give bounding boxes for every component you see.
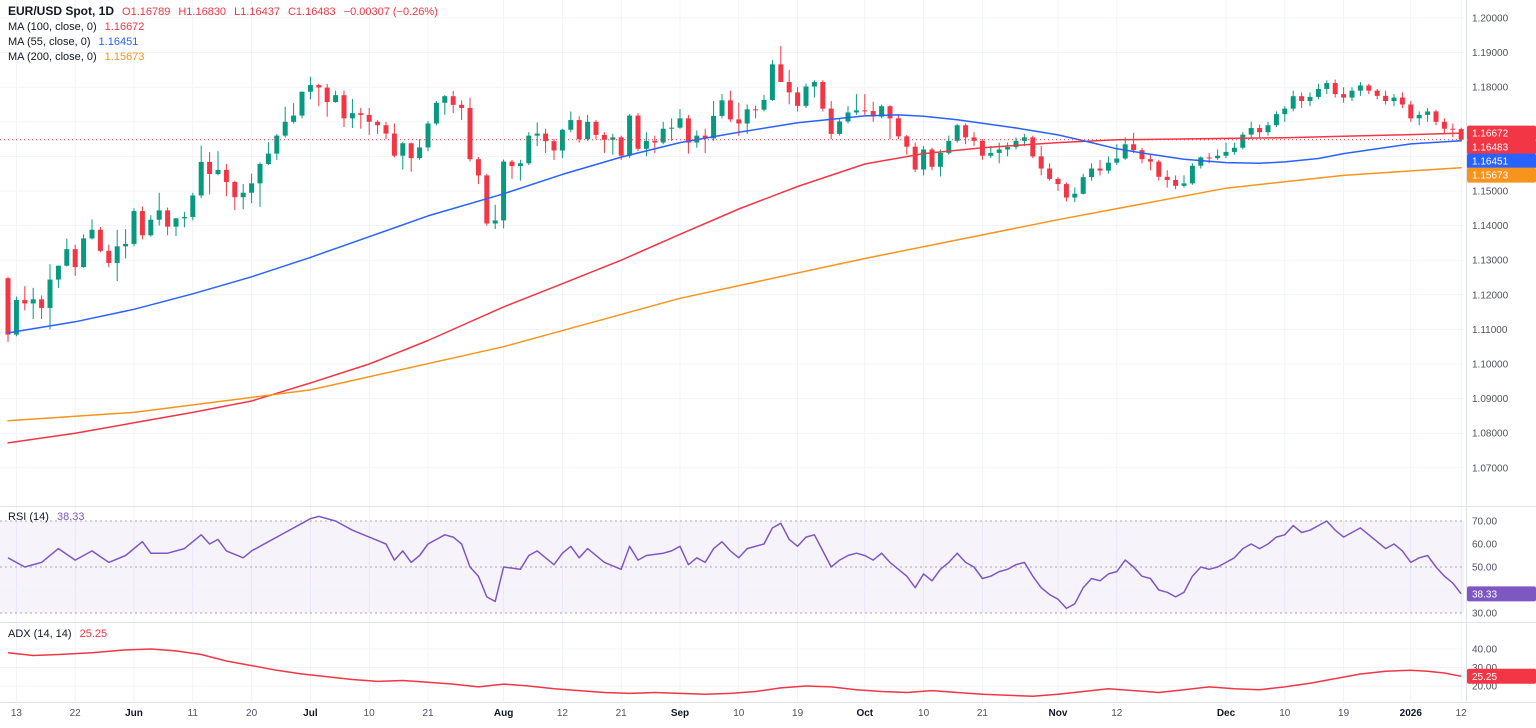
symbol-legend-row[interactable]: EUR/USD Spot, 1D O1.16789 H1.16830 L1.16… <box>8 4 438 20</box>
ma-100-value: 1.16672 <box>104 21 145 33</box>
ma-200-value: 1.15673 <box>104 51 145 63</box>
svg-text:11: 11 <box>188 708 199 719</box>
svg-text:10: 10 <box>918 708 930 719</box>
svg-text:20.00: 20.00 <box>1472 682 1497 693</box>
svg-text:1.19000: 1.19000 <box>1472 48 1509 59</box>
ma-100-legend-row[interactable]: MA (100, close, 0) 1.16672 <box>8 20 438 35</box>
ma-200-legend-row: MA (200, close, 0) 1.15673 <box>8 50 438 65</box>
svg-text:21: 21 <box>616 708 628 719</box>
ohlc-open: O1.16789 <box>122 6 171 18</box>
svg-text:Dec: Dec <box>1217 708 1236 719</box>
svg-text:1.16483: 1.16483 <box>1472 143 1509 154</box>
ma-200-label: MA (200, close, 0) <box>8 51 97 63</box>
svg-text:1.10000: 1.10000 <box>1472 360 1509 371</box>
svg-text:1.14000: 1.14000 <box>1472 221 1509 232</box>
svg-text:1.08000: 1.08000 <box>1472 429 1509 440</box>
svg-text:70.00: 70.00 <box>1472 517 1497 528</box>
svg-text:Aug: Aug <box>494 708 513 719</box>
svg-text:38.33: 38.33 <box>1472 589 1497 600</box>
svg-text:12: 12 <box>1111 708 1123 719</box>
ma-55-value: 1.16451 <box>98 36 139 48</box>
svg-text:13: 13 <box>11 708 23 719</box>
svg-text:Oct: Oct <box>856 708 873 719</box>
rsi-legend[interactable]: RSI (14) 38.33 <box>8 510 85 525</box>
candles-layer[interactable] <box>5 46 1464 342</box>
ma-55-label: MA (55, close, 0) <box>8 36 91 48</box>
svg-text:1.11000: 1.11000 <box>1472 325 1508 336</box>
svg-text:1.16672: 1.16672 <box>1472 129 1509 140</box>
svg-text:1.20000: 1.20000 <box>1472 14 1509 25</box>
adx-legend[interactable]: ADX (14, 14) 25.25 <box>8 627 107 642</box>
svg-text:30.00: 30.00 <box>1472 609 1497 620</box>
svg-text:Jul: Jul <box>303 708 318 719</box>
adx-legend-row[interactable]: ADX (14, 14) 25.25 <box>8 627 107 642</box>
svg-text:10: 10 <box>733 708 745 719</box>
svg-text:1.15000: 1.15000 <box>1472 187 1509 198</box>
price-axis[interactable]: 1.20000 1.19000 1.18000 1.15000 1.14000 1.130… <box>1467 14 1536 693</box>
svg-text:60.00: 60.00 <box>1472 540 1497 551</box>
ohlc-close: C1.16483 <box>287 6 336 18</box>
svg-text:40.00: 40.00 <box>1472 645 1497 656</box>
svg-text:30.00: 30.00 <box>1472 663 1497 674</box>
svg-text:25.25: 25.25 <box>1472 672 1497 683</box>
ma-55-legend-row[interactable]: MA (55, close, 0) 1.16451 <box>8 35 438 50</box>
svg-text:19: 19 <box>1338 708 1350 719</box>
rsi-line <box>7 515 1462 610</box>
svg-text:20: 20 <box>246 708 258 719</box>
svg-text:Jun: Jun <box>125 708 143 719</box>
svg-text:12: 12 <box>557 708 569 719</box>
symbol-title: EUR/USD Spot, 1D <box>8 4 115 18</box>
svg-text:1.09000: 1.09000 <box>1472 394 1509 405</box>
svg-text:22: 22 <box>70 708 82 719</box>
price-change: −0.00307 (−0.26%) <box>343 6 438 18</box>
main-legend: EUR/USD Spot, 1D O1.16789 H1.16830 L1.16… <box>8 4 438 65</box>
svg-text:21: 21 <box>977 708 989 719</box>
svg-text:21: 21 <box>422 708 434 719</box>
adx-line <box>7 648 1462 697</box>
svg-text:50.00: 50.00 <box>1472 563 1497 574</box>
rsi-band <box>0 520 1464 614</box>
svg-text:2026: 2026 <box>1400 708 1423 719</box>
svg-text:Nov: Nov <box>1049 708 1068 719</box>
svg-text:1.16451: 1.16451 <box>1472 157 1509 168</box>
svg-text:10: 10 <box>1279 708 1291 719</box>
pane-dividers <box>0 0 1536 703</box>
svg-text:1.15673: 1.15673 <box>1472 171 1509 182</box>
ohlc-low: L1.16437 <box>234 6 280 18</box>
ohlc-high: H1.16830 <box>178 6 227 18</box>
adx-value: 25.25 <box>79 628 108 640</box>
svg-text:12: 12 <box>1456 708 1468 719</box>
time-axis[interactable]: 13 22 Jun 11 20 Jul 10 21 Aug 12 21 Sep 10 19 Oct 10 21 N… <box>11 708 1467 719</box>
svg-text:Sep: Sep <box>671 708 689 719</box>
svg-text:1.07000: 1.07000 <box>1472 463 1509 474</box>
rsi-value: 38.33 <box>56 511 85 523</box>
svg-text:19: 19 <box>792 708 804 719</box>
ma-overlays <box>7 114 1462 444</box>
svg-text:10: 10 <box>364 708 376 719</box>
adx-label: ADX (14, 14) <box>8 628 72 640</box>
rsi-legend-row[interactable]: RSI (14) 38.33 <box>8 510 85 525</box>
ma-100-label: MA (100, close, 0) <box>8 21 97 33</box>
svg-text:1.18000: 1.18000 <box>1472 83 1509 94</box>
rsi-label: RSI (14) <box>8 511 49 523</box>
svg-text:1.12000: 1.12000 <box>1472 290 1509 301</box>
svg-text:1.13000: 1.13000 <box>1472 256 1509 267</box>
